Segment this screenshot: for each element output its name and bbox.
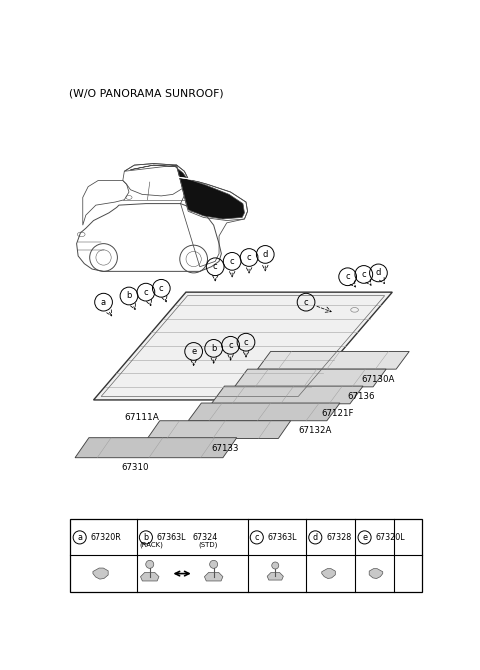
- Text: b: b: [211, 344, 216, 353]
- Text: c: c: [144, 287, 148, 297]
- Text: 67320R: 67320R: [90, 533, 121, 542]
- Polygon shape: [234, 369, 386, 387]
- Polygon shape: [258, 352, 409, 369]
- Polygon shape: [211, 386, 363, 404]
- Polygon shape: [94, 292, 392, 400]
- Text: c: c: [361, 270, 366, 279]
- Text: (RACK): (RACK): [140, 541, 164, 548]
- Text: a: a: [77, 533, 82, 542]
- Text: c: c: [247, 253, 252, 262]
- Polygon shape: [93, 568, 108, 579]
- Text: (W/O PANORAMA SUNROOF): (W/O PANORAMA SUNROOF): [69, 88, 224, 98]
- Text: d: d: [263, 250, 268, 259]
- Polygon shape: [75, 438, 237, 458]
- Text: 67310: 67310: [121, 463, 149, 472]
- Polygon shape: [322, 569, 336, 578]
- Polygon shape: [147, 421, 291, 438]
- Text: 67328: 67328: [326, 533, 351, 542]
- Text: a: a: [101, 297, 106, 307]
- Text: 67132A: 67132A: [299, 426, 332, 435]
- Circle shape: [146, 560, 154, 568]
- FancyBboxPatch shape: [71, 519, 421, 592]
- Text: c: c: [159, 284, 164, 293]
- Text: b: b: [144, 533, 148, 542]
- Polygon shape: [369, 569, 383, 578]
- Text: c: c: [345, 272, 350, 281]
- Text: c: c: [213, 262, 217, 271]
- Text: c: c: [230, 257, 234, 266]
- Text: c: c: [304, 297, 308, 307]
- Text: 67133: 67133: [211, 444, 239, 453]
- Text: b: b: [126, 291, 132, 301]
- Polygon shape: [267, 572, 283, 580]
- Text: d: d: [313, 533, 318, 542]
- Polygon shape: [141, 572, 159, 581]
- Text: e: e: [191, 347, 196, 356]
- Text: c: c: [228, 341, 233, 350]
- Text: 67121F: 67121F: [322, 409, 354, 418]
- Circle shape: [210, 560, 217, 568]
- Polygon shape: [188, 403, 340, 421]
- Text: 67136: 67136: [348, 392, 375, 401]
- Text: d: d: [376, 269, 381, 277]
- Text: 67363L: 67363L: [267, 533, 297, 542]
- Text: 67363L: 67363L: [156, 533, 186, 542]
- Text: 67111A: 67111A: [125, 413, 159, 422]
- Text: c: c: [244, 338, 248, 346]
- Text: 67130A: 67130A: [361, 375, 395, 383]
- Circle shape: [272, 562, 279, 569]
- Text: 67320L: 67320L: [375, 533, 405, 542]
- Text: 67324: 67324: [192, 533, 217, 542]
- Text: c: c: [254, 533, 259, 542]
- Text: e: e: [362, 533, 367, 542]
- Polygon shape: [204, 572, 223, 581]
- Text: (STD): (STD): [198, 541, 217, 548]
- Polygon shape: [131, 165, 244, 219]
